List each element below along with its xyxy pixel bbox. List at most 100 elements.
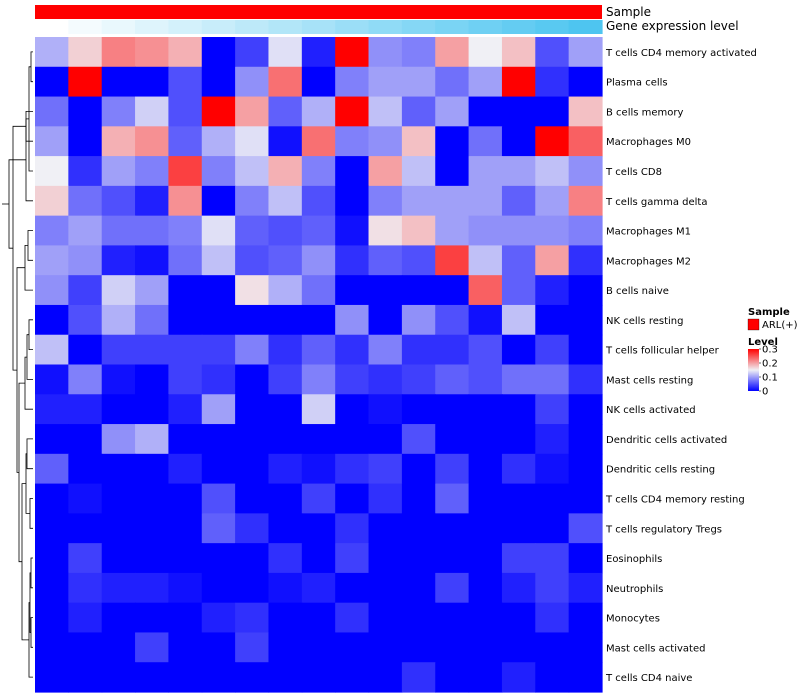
heatmap-cell — [35, 602, 69, 634]
heatmap-cell — [568, 304, 603, 336]
heatmap-cell — [68, 572, 103, 604]
heatmap-cell — [535, 156, 570, 187]
heatmap-cell — [468, 632, 503, 663]
heatmap-cell — [401, 483, 436, 514]
heatmap-cell — [68, 632, 103, 663]
heatmap-cell — [568, 483, 603, 514]
heatmap-cell — [335, 275, 370, 306]
heatmap-cell — [135, 156, 170, 187]
heatmap-cell — [401, 126, 436, 157]
heatmap-cell — [401, 245, 436, 276]
expression-track-cell — [68, 20, 103, 34]
dendrogram-branch — [26, 438, 33, 470]
expression-track-cell — [35, 20, 69, 34]
heatmap-cell — [435, 424, 470, 455]
heatmap-cell — [568, 245, 603, 276]
heatmap-cell — [535, 364, 570, 395]
legend-level-colorbar — [748, 349, 759, 391]
heatmap-cell — [335, 602, 370, 634]
expression-track-cell — [568, 20, 603, 34]
heatmap-cell — [401, 602, 436, 634]
dendrogram-branch — [29, 498, 33, 529]
heatmap-cell — [68, 304, 103, 336]
heatmap-cell — [135, 37, 170, 68]
heatmap-cell — [235, 304, 270, 336]
dendrogram-branch — [27, 230, 33, 261]
heatmap-cell — [301, 304, 336, 336]
heatmap-cell — [301, 394, 336, 425]
heatmap-cell — [268, 334, 303, 366]
heatmap-cell — [101, 483, 136, 514]
heatmap-cell — [468, 185, 503, 217]
heatmap-cell — [235, 632, 270, 663]
heatmap-cell — [568, 66, 603, 98]
heatmap-cell — [301, 275, 336, 306]
heatmap-cell — [568, 453, 603, 485]
heatmap-cell — [235, 245, 270, 276]
heatmap-cell — [135, 304, 170, 336]
heatmap-cell — [68, 185, 103, 217]
legend-sample-entry: ARL(+) — [762, 320, 798, 331]
heatmap-cell — [68, 334, 103, 366]
heatmap-cell — [235, 364, 270, 395]
dendrogram-branch — [25, 111, 33, 142]
heatmap-cell — [268, 37, 303, 68]
heatmap-cell — [168, 483, 203, 514]
heatmap-cell — [68, 424, 103, 455]
dendrogram-branch — [21, 483, 29, 641]
sample-track — [35, 5, 602, 19]
heatmap-cell — [368, 66, 403, 98]
heatmap-cell — [68, 156, 103, 187]
heatmap-cell — [168, 156, 203, 187]
heatmap-cell — [501, 572, 536, 604]
heatmap-cell — [135, 662, 170, 693]
heatmap-cell — [501, 275, 536, 306]
row-label: Dendritic cells resting — [606, 465, 715, 476]
heatmap-cell — [335, 156, 370, 187]
heatmap-cell — [235, 37, 270, 68]
heatmap-cell — [435, 483, 470, 514]
heatmap-cell — [535, 96, 570, 127]
heatmap-cell — [101, 215, 136, 247]
heatmap-cell — [268, 66, 303, 98]
heatmap-cell — [68, 126, 103, 157]
heatmap-cell — [101, 424, 136, 455]
heatmap-cell — [168, 424, 203, 455]
dendrogram-branch — [24, 245, 33, 291]
heatmap-cell — [101, 245, 136, 276]
heatmap-cell — [568, 662, 603, 693]
heatmap-cell — [101, 513, 136, 544]
heatmap-cell — [301, 572, 336, 604]
heatmap-cell — [368, 185, 403, 217]
heatmap-cell — [201, 275, 236, 306]
heatmap-cell — [501, 66, 536, 98]
heatmap-cell — [435, 304, 470, 336]
heatmap-cell — [568, 394, 603, 425]
heatmap-cell — [401, 185, 436, 217]
heatmap-cell — [168, 304, 203, 336]
heatmap-cell — [468, 245, 503, 276]
heatmap-cell — [168, 37, 203, 68]
heatmap-cell — [201, 334, 236, 366]
heatmap-cell — [235, 453, 270, 485]
heatmap-cell — [68, 543, 103, 574]
dendrogram-branch — [8, 159, 26, 249]
heatmap-cell — [468, 424, 503, 455]
heatmap-cell — [401, 96, 436, 127]
heatmap-cell — [368, 513, 403, 544]
heatmap-cell — [401, 215, 436, 247]
heatmap-cell — [68, 245, 103, 276]
heatmap-cell — [468, 364, 503, 395]
heatmap-cell — [168, 66, 203, 98]
heatmap-cell — [301, 364, 336, 395]
heatmap-cell — [335, 185, 370, 217]
heatmap-cell — [201, 37, 236, 68]
heatmap-cell — [468, 304, 503, 336]
heatmap-cell — [568, 334, 603, 366]
heatmap-cell — [35, 245, 69, 276]
heatmap-cell — [168, 632, 203, 663]
heatmap-cell — [168, 572, 203, 604]
heatmap-cell — [568, 156, 603, 187]
heatmap-cell — [101, 156, 136, 187]
heatmap-cell — [35, 424, 69, 455]
